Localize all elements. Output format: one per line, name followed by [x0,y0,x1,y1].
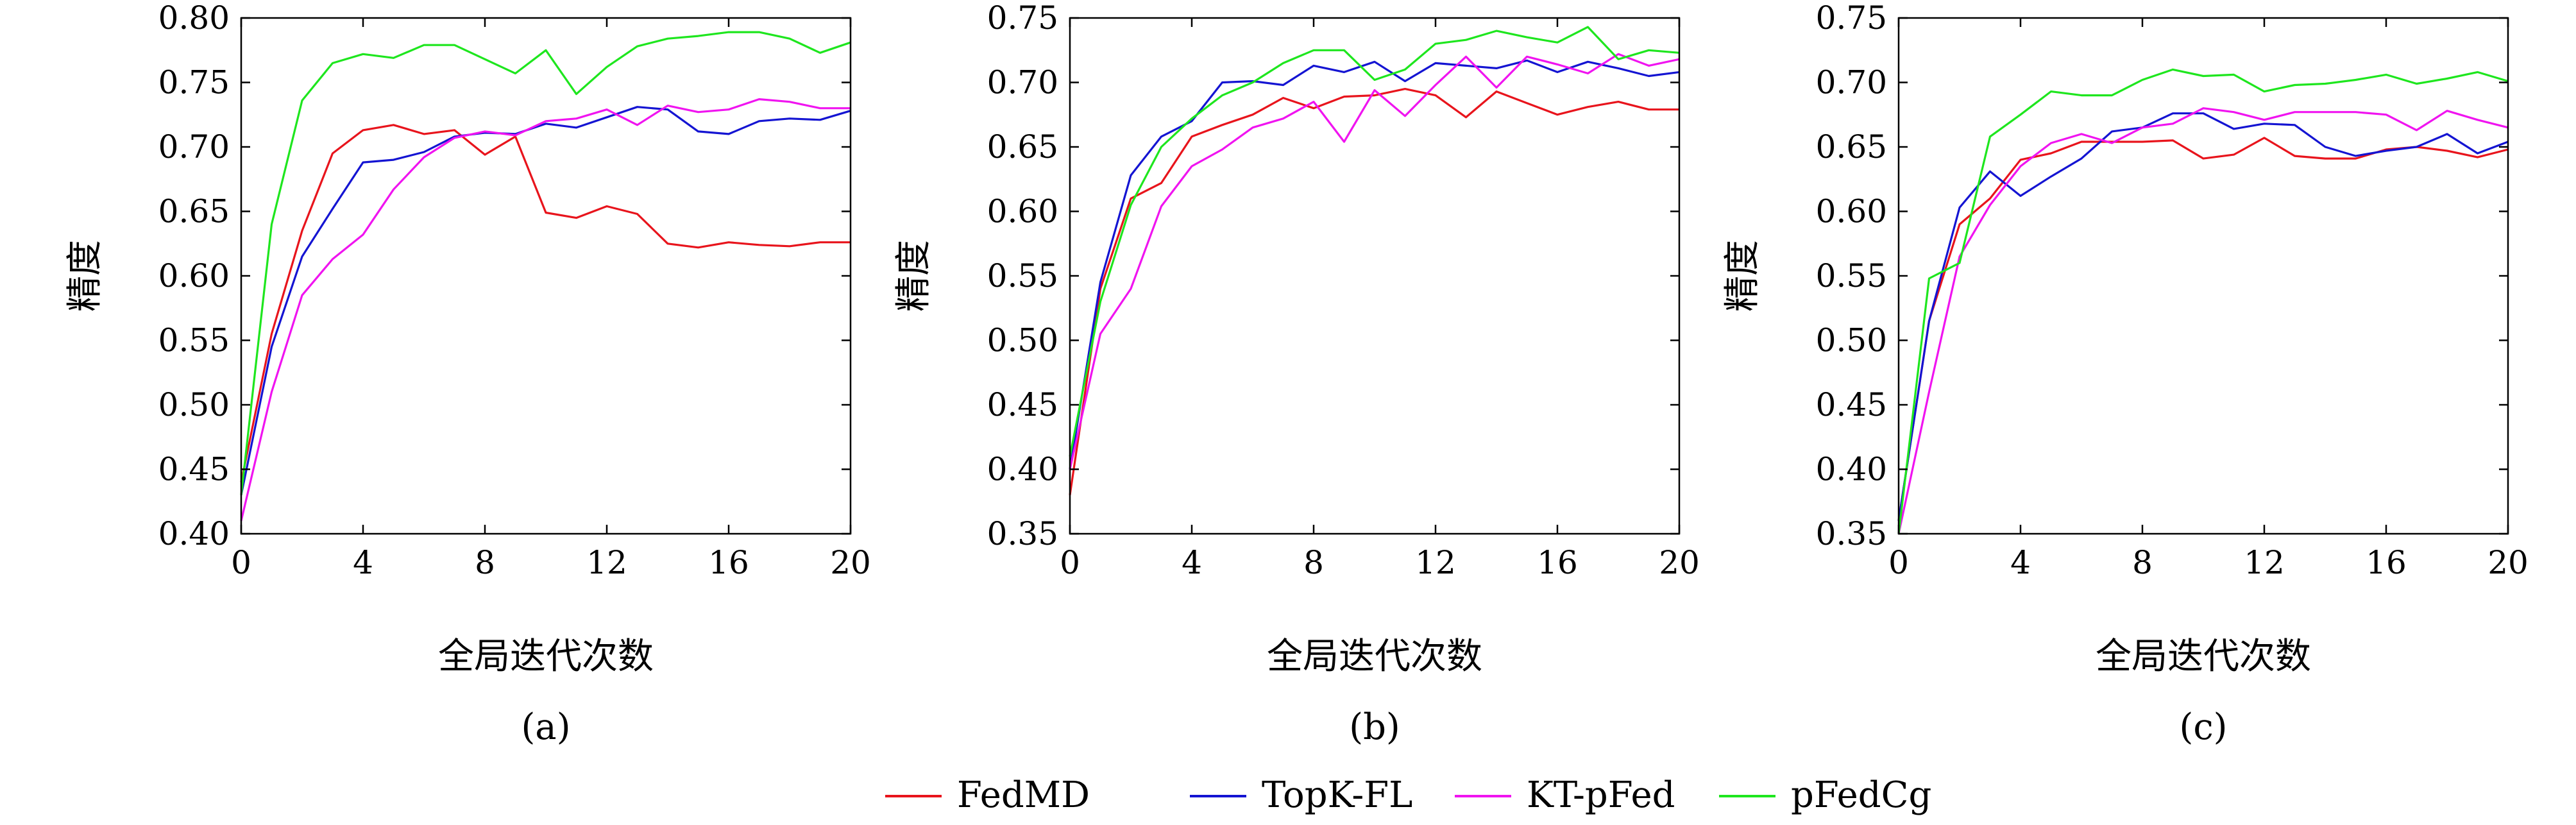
x-tick-label: 20 [1659,544,1700,581]
plot-frame [1897,17,2509,535]
y-tick-label: 0.70 [987,64,1058,101]
x-tick-label: 12 [1415,544,1456,581]
series-line-fedmd [1897,137,2509,522]
y-tick-label: 0.75 [1816,0,1887,37]
series-line-kt-pfed [240,98,851,522]
y-tick-label: 0.50 [158,386,230,423]
x-tick-label: 4 [1182,544,1202,581]
series-group [1897,68,2509,534]
y-tick-label: 0.45 [158,451,230,488]
y-tick-label: 0.60 [987,193,1058,230]
y-tick-label: 0.45 [987,386,1058,423]
series-line-topk-fl [240,106,851,496]
series-line-kt-pfed [1069,53,1680,470]
series-line-topk-fl [1069,59,1680,470]
y-tick-label: 0.45 [1816,386,1887,423]
x-tick-label: 16 [708,544,749,581]
y-axis-title: 精度 [64,240,106,312]
y-tick-label: 0.35 [987,515,1058,552]
y-tick-label: 0.55 [158,322,230,359]
series-line-kt-pfed [1897,107,2509,534]
x-tick-label: 8 [475,544,495,581]
panel-caption: (a) [521,706,570,748]
chart-panel-1: 0.40 0.45 0.50 0.55 0.60 0.65 0.70 0.75 0.80 0 4 8 1… [64,0,871,748]
y-tick-label: 0.70 [158,128,230,166]
series-line-fedmd [1069,88,1679,495]
x-tick-label: 20 [830,544,871,581]
y-tick-label: 0.50 [1816,322,1887,359]
x-tick-label: 8 [1303,544,1324,581]
y-tick-label: 0.55 [987,257,1058,294]
x-tick-label: 12 [586,544,627,581]
plot-frame [240,17,852,535]
y-axis-title: 精度 [1722,240,1763,312]
series-line-topk-fl [1897,112,2509,522]
x-tick-label: 0 [231,544,251,581]
y-tick-label: 0.60 [158,257,230,294]
legend-item-pfedcg: pFedCg [1719,774,1931,816]
chart-panel-2: 0.35 0.40 0.45 0.50 0.55 0.60 0.65 0.70 0.75 0 4 8 1… [893,0,1700,748]
x-tick-label: 8 [2132,544,2153,581]
y-tick-label: 0.65 [1816,128,1887,166]
panel-caption: (b) [1349,706,1400,748]
x-tick-label: 20 [2487,544,2529,581]
x-tick-label: 0 [1060,544,1080,581]
x-axis-title: 全局迭代次数 [438,636,654,677]
y-tick-label: 0.55 [1816,257,1887,294]
x-tick-label: 16 [1537,544,1578,581]
x-tick-label: 12 [2244,544,2285,581]
legend-item-topk-fl: TopK-FL [1190,774,1412,816]
series-line-fedmd [240,124,851,482]
legend-item-fedmd: FedMD [885,774,1090,816]
panel-caption: (c) [2179,706,2227,748]
legend-label: KT-pFed [1527,774,1675,816]
y-tick-label: 0.65 [158,193,230,230]
x-tick-label: 4 [353,544,373,581]
x-axis-title: 全局迭代次数 [2096,636,2311,677]
x-tick-label: 4 [2010,544,2031,581]
legend-item-kt-pfed: KT-pFed [1455,774,1675,816]
y-tick-label: 0.60 [1816,193,1887,230]
y-tick-label: 0.65 [987,128,1058,166]
y-tick-label: 0.35 [1816,515,1887,552]
y-tick-label: 0.75 [158,64,230,101]
x-tick-label: 0 [1888,544,1909,581]
y-tick-label: 0.70 [1816,64,1887,101]
series-line-pfedcg [240,31,851,495]
y-axis-title: 精度 [893,240,935,312]
y-tick-label: 0.40 [987,451,1058,488]
y-tick-label: 0.50 [987,322,1058,359]
y-tick-label: 0.75 [987,0,1058,37]
y-tick-label: 0.40 [158,515,230,552]
legend-label: pFedCg [1791,774,1931,816]
legend-label: TopK-FL [1262,774,1412,816]
legend: FedMD TopK-FL KT-pFed pFedCg [885,774,1931,816]
y-tick-label: 0.40 [1816,451,1887,488]
series-group [1069,26,1680,495]
x-tick-label: 16 [2366,544,2407,581]
x-axis-title: 全局迭代次数 [1267,636,1482,677]
series-group [240,31,851,522]
legend-label: FedMD [957,774,1090,816]
series-line-pfedcg [1897,68,2509,534]
chart-panel-3: 0.35 0.40 0.45 0.50 0.55 0.60 0.65 0.70 0.75 0 4 8 1… [1722,0,2529,748]
series-line-pfedcg [1069,26,1680,457]
y-tick-label: 0.80 [158,0,230,37]
